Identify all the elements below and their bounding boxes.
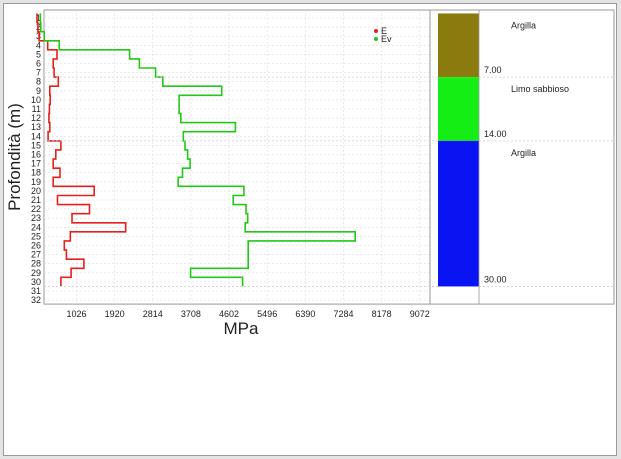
y-tick-label-12: 12 [31,113,41,123]
y-tick-label-15: 15 [31,140,41,150]
y-tick-label-24: 24 [31,222,41,232]
y-tick-label-17: 17 [31,159,41,169]
y-tick-label-25: 25 [31,231,41,241]
legend-marker-ev [374,37,378,41]
layer-depth-label-0: 7.00 [484,65,502,75]
y-tick-label-28: 28 [31,259,41,269]
x-tick-label-2814: 2814 [143,309,163,319]
y-tick-label-22: 22 [31,204,41,214]
series-line-ev [39,13,357,287]
y-tick-label-13: 13 [31,122,41,132]
x-tick-label-4602: 4602 [219,309,239,319]
x-tick-label-9072: 9072 [410,309,430,319]
plot-area [43,9,431,305]
y-tick-label-27: 27 [31,250,41,260]
layer-name-0: Argilla [511,20,536,30]
series-line-e [36,13,127,287]
y-tick-label-16: 16 [31,150,41,160]
layer-name-1: Limo sabbioso [511,84,569,94]
y-tick-label-32: 32 [31,295,41,305]
y-tick-label-29: 29 [31,268,41,278]
x-tick-label-5496: 5496 [257,309,277,319]
y-axis-label: Profondità (m) [5,103,24,211]
y-tick-label-10: 10 [31,95,41,105]
y-tick-label-11: 11 [32,104,41,114]
layer-block-2 [438,140,479,287]
y-tick-label-1: 1 [36,13,41,23]
y-tick-label-9: 9 [36,86,41,96]
x-tick-label-6390: 6390 [295,309,315,319]
legend-marker-e [374,29,378,33]
y-tick-label-26: 26 [31,241,41,251]
legend-label-e: E [381,26,387,36]
y-tick-label-4: 4 [36,40,41,50]
y-tick-label-21: 21 [31,195,41,205]
geotech-profile-chart: 1234567891011121314151617181920212223242… [5,9,615,338]
y-tick-label-31: 31 [31,286,41,296]
layer-block-1 [438,77,479,141]
x-axis-label: MPa [224,319,260,338]
x-tick-label-8178: 8178 [372,309,392,319]
layer-name-2: Argilla [511,148,536,158]
y-tick-label-8: 8 [36,77,41,87]
y-tick-label-14: 14 [31,131,41,141]
x-tick-label-3708: 3708 [181,309,201,319]
layer-depth-label-2: 30.00 [484,274,507,284]
layer-block-0 [438,13,479,78]
y-tick-label-5: 5 [36,49,41,59]
x-tick-label-1920: 1920 [105,309,125,319]
x-tick-label-7284: 7284 [333,309,353,319]
y-tick-label-7: 7 [36,68,41,78]
y-tick-label-19: 19 [31,177,41,187]
y-tick-label-20: 20 [31,186,41,196]
y-tick-label-30: 30 [31,277,41,287]
layer-depth-label-1: 14.00 [484,129,507,139]
y-tick-label-23: 23 [31,213,41,223]
chart-frame: 1 2 3 4 5 6 7 8 9 10 11 12 13 14 15 16 17 18 19 20 21 22 23 24 2… [3,3,617,456]
y-tick-label-6: 6 [36,59,41,69]
legend-label-ev: Ev [381,34,392,44]
y-tick-label-18: 18 [31,168,41,178]
x-tick-label-1026: 1026 [66,309,86,319]
